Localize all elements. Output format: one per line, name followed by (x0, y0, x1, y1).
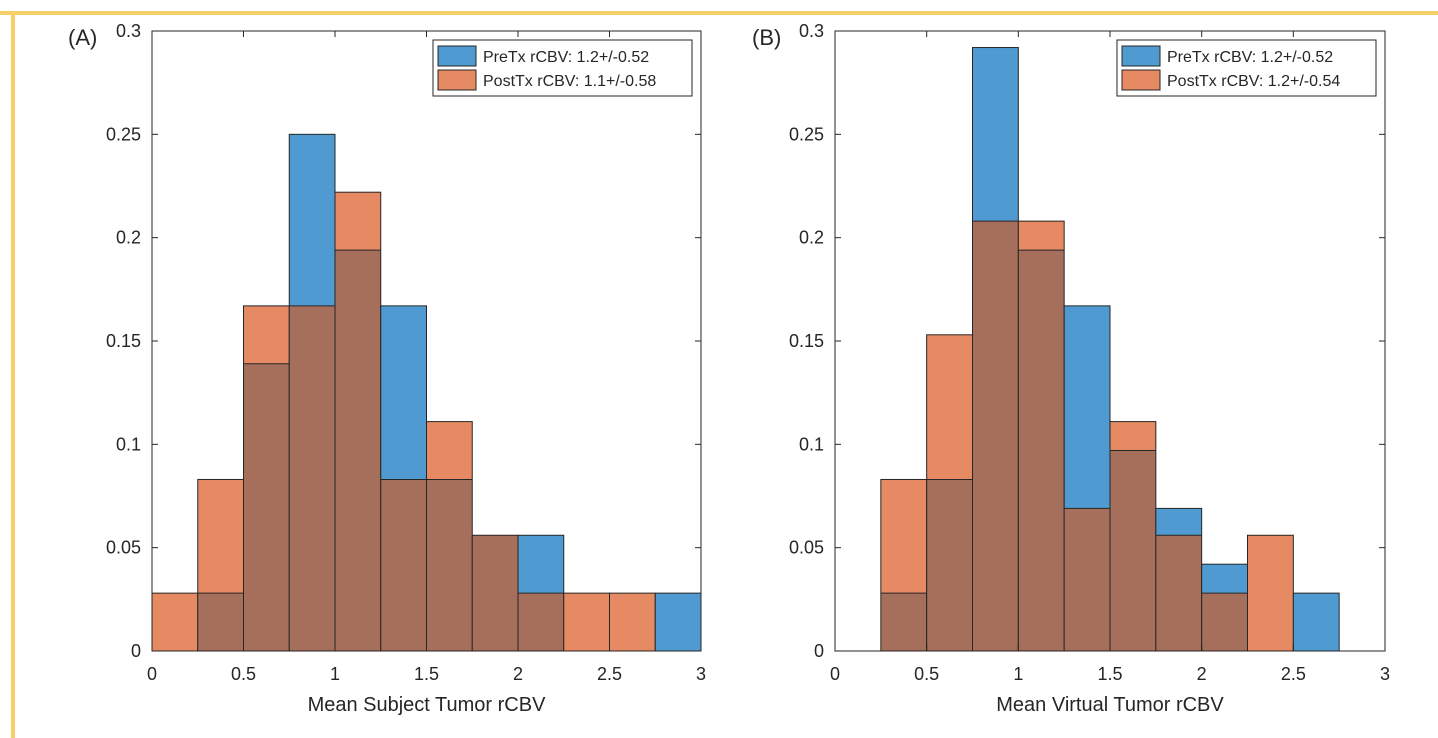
panel-label: (A) (68, 25, 97, 50)
y-tick-label: 0.25 (789, 124, 824, 144)
histogram-panel-a: 0 0.5 1 1.5 2 2.5 3 0 0.05 0.1 0.15 0.2 0.25 0.3 Mean … (68, 21, 706, 716)
y-tick-label: 0.05 (106, 538, 141, 558)
posttx-bar (152, 593, 198, 651)
x-axis-label: Mean Subject Tumor rCBV (308, 694, 547, 716)
x-tick-label: 0 (830, 664, 840, 684)
x-tick-label: 3 (696, 664, 706, 684)
x-tick-label: 1.5 (414, 664, 439, 684)
overlap-bar (289, 305, 335, 651)
x-tick-label: 1 (330, 664, 340, 684)
y-tick-label: 0.2 (116, 228, 141, 248)
posttx-bar (609, 593, 656, 651)
pretx-bar (1201, 564, 1248, 594)
x-tick-label: 0 (147, 664, 157, 684)
y-tick-label: 0.15 (106, 331, 141, 351)
y-tick-label: 0 (814, 641, 824, 661)
overlap-bar (472, 535, 518, 651)
pretx-bar (1293, 593, 1340, 651)
pretx-bar (1064, 305, 1110, 509)
posttx-bar (563, 593, 610, 651)
frame-left-border (11, 11, 15, 738)
legend-label: PostTx rCBV: 1.2+/-0.54 (1167, 73, 1340, 90)
legend-swatch-pretx (1121, 45, 1161, 67)
panel-label: (B) (752, 25, 781, 50)
x-axis-label: Mean Virtual Tumor rCBV (996, 694, 1224, 716)
posttx-bar (335, 192, 381, 251)
x-tick-label: 3 (1380, 664, 1390, 684)
legend-label: PostTx rCBV: 1.1+/-0.58 (483, 73, 656, 90)
overlap-bar (518, 593, 564, 651)
overlap-bar (880, 593, 927, 651)
legend: PreTx rCBV: 1.2+/-0.52 PostTx rCBV: 1.2+/… (1116, 39, 1377, 97)
y-tick-label: 0.05 (789, 538, 824, 558)
y-tick-label: 0.3 (799, 21, 824, 41)
legend: PreTx rCBV: 1.2+/-0.52 PostTx rCBV: 1.1+/… (432, 39, 693, 97)
posttx-bar (880, 479, 927, 594)
x-tick-label: 2.5 (597, 664, 622, 684)
frame-top-border (0, 11, 1438, 15)
posttx-bar (426, 421, 473, 480)
overlap-bar (1064, 508, 1110, 651)
overlap-bar (1155, 535, 1202, 651)
overlap-bar (972, 221, 1019, 651)
x-tick-label: 1.5 (1097, 664, 1122, 684)
overlap-bar (926, 479, 973, 651)
y-tick-label: 0.1 (116, 434, 141, 454)
bin-outline (654, 592, 702, 652)
x-tick-label: 0.5 (914, 664, 939, 684)
x-tick-label: 2 (1197, 664, 1207, 684)
overlap-bar (1110, 450, 1156, 651)
posttx-bar (1018, 221, 1065, 251)
x-tick-label: 1 (1013, 664, 1023, 684)
x-tick-label: 2 (513, 664, 523, 684)
y-tick-label: 0.25 (106, 124, 141, 144)
y-tick-label: 0.3 (116, 21, 141, 41)
overlap-bar (197, 593, 244, 651)
pretx-bar (289, 134, 335, 306)
posttx-bar (926, 334, 973, 480)
overlap-bar (335, 250, 381, 652)
legend-label: PreTx rCBV: 1.2+/-0.52 (1167, 49, 1333, 66)
pretx-bar (972, 47, 1019, 222)
y-tick-label: 0 (131, 641, 141, 661)
y-tick-label: 0.2 (799, 228, 824, 248)
bin-outline (1292, 592, 1340, 652)
posttx-bar (243, 305, 290, 364)
overlap-bar (243, 363, 290, 651)
overlap-bar (1018, 250, 1065, 652)
x-tick-label: 0.5 (231, 664, 256, 684)
pretx-bar (655, 593, 701, 651)
overlap-bar (380, 479, 427, 651)
posttx-bar (197, 479, 244, 594)
legend-swatch-posttx (437, 69, 477, 91)
overlap-bar (426, 479, 473, 651)
x-tick-label: 2.5 (1281, 664, 1306, 684)
legend-label: PreTx rCBV: 1.2+/-0.52 (483, 49, 649, 66)
legend-swatch-pretx (437, 45, 477, 67)
pretx-bar (1155, 508, 1202, 536)
posttx-bar (1247, 535, 1294, 651)
legend-swatch-posttx (1121, 69, 1161, 91)
pretx-bar (380, 305, 427, 480)
posttx-bar (1110, 421, 1156, 451)
histogram-panel-b: 0 0.5 1 1.5 2 2.5 3 0 0.05 0.1 0.15 0.2 0.25 0.3 Mean … (752, 21, 1390, 716)
y-tick-label: 0.1 (799, 434, 824, 454)
pretx-bar (518, 535, 564, 594)
overlap-bar (1201, 593, 1248, 651)
y-tick-label: 0.15 (789, 331, 824, 351)
